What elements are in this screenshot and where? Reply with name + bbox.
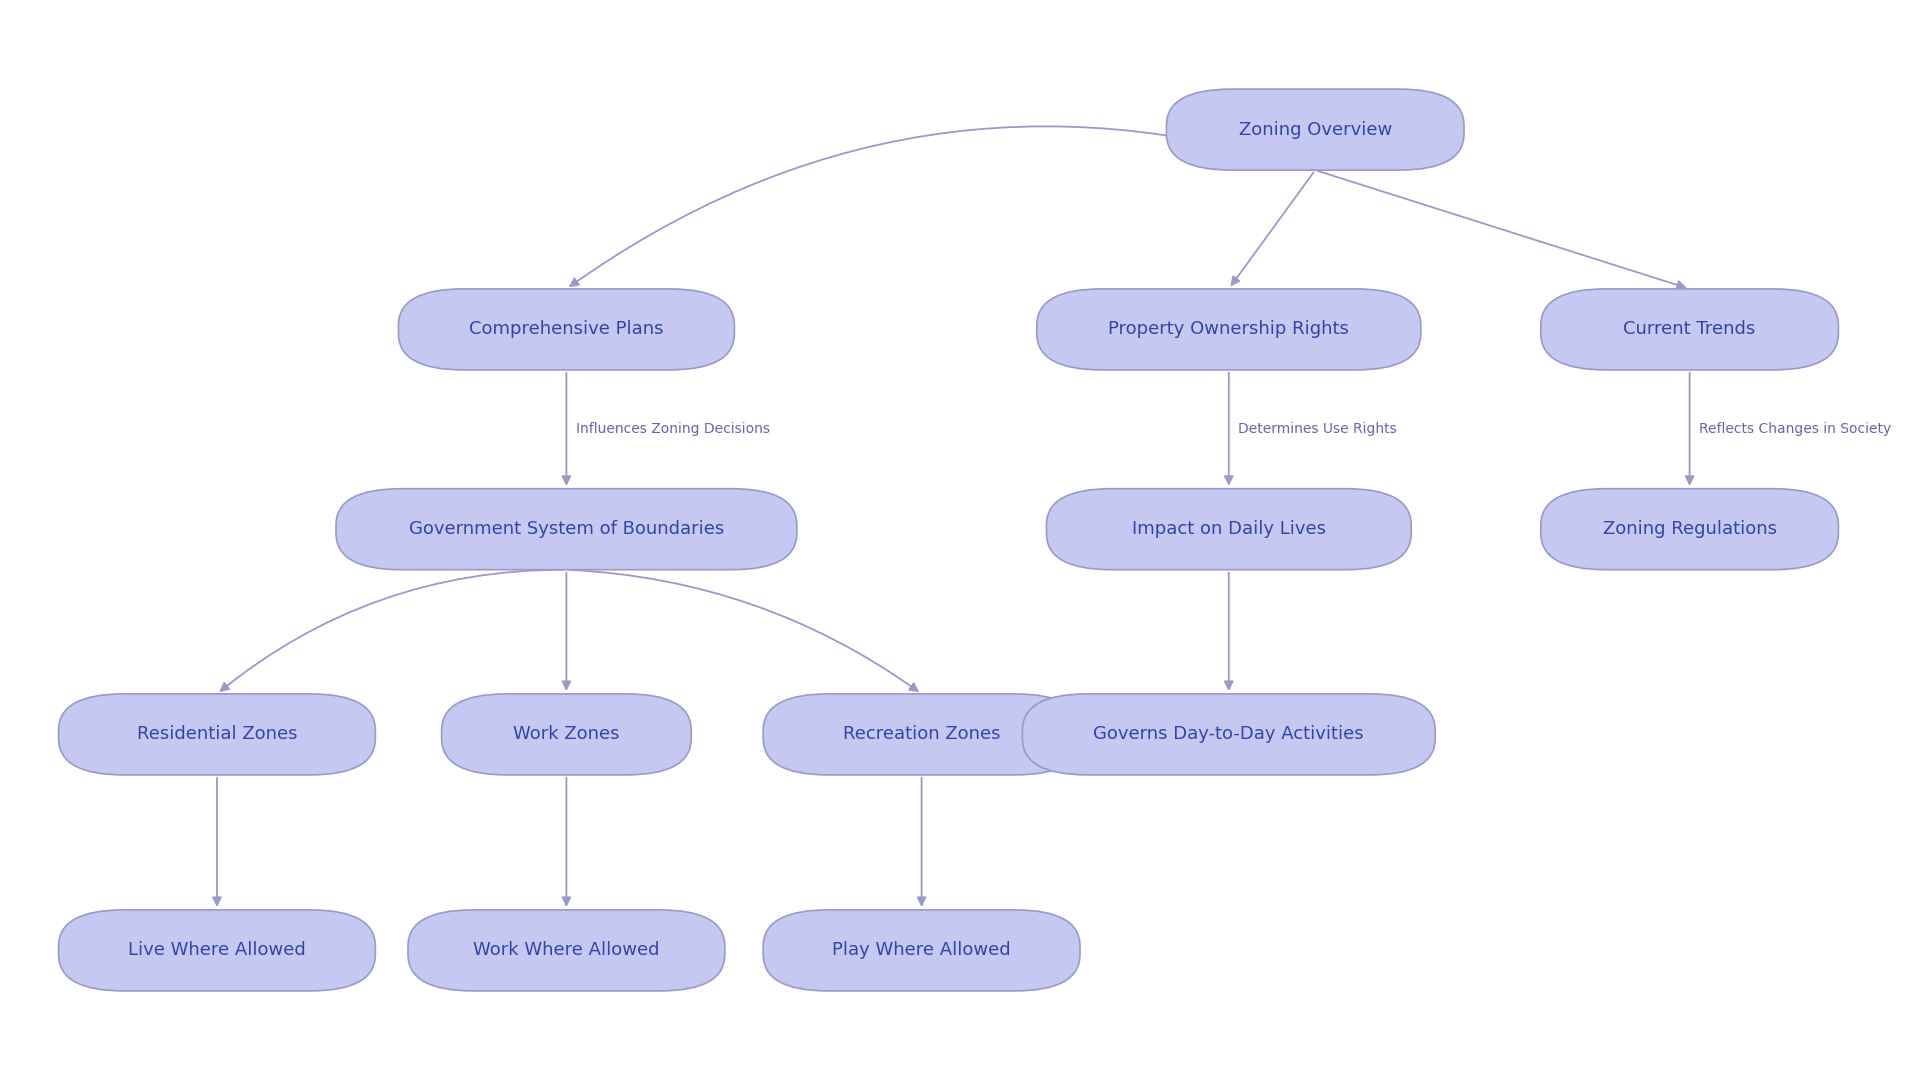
FancyBboxPatch shape — [1167, 90, 1465, 170]
FancyBboxPatch shape — [399, 289, 733, 369]
FancyBboxPatch shape — [1046, 488, 1411, 569]
Text: Governs Day-to-Day Activities: Governs Day-to-Day Activities — [1094, 726, 1363, 743]
Text: Comprehensive Plans: Comprehensive Plans — [468, 321, 664, 338]
Text: Work Where Allowed: Work Where Allowed — [472, 942, 660, 959]
FancyBboxPatch shape — [336, 488, 797, 569]
Text: Government System of Boundaries: Government System of Boundaries — [409, 521, 724, 538]
FancyBboxPatch shape — [442, 693, 691, 775]
Text: Property Ownership Rights: Property Ownership Rights — [1108, 321, 1350, 338]
Text: Play Where Allowed: Play Where Allowed — [831, 942, 1012, 959]
Text: Live Where Allowed: Live Where Allowed — [129, 942, 305, 959]
Text: Reflects Changes in Society: Reflects Changes in Society — [1699, 422, 1891, 436]
FancyBboxPatch shape — [1021, 693, 1434, 775]
FancyBboxPatch shape — [762, 909, 1079, 991]
Text: Zoning Regulations: Zoning Regulations — [1603, 521, 1776, 538]
FancyBboxPatch shape — [1540, 289, 1839, 369]
FancyBboxPatch shape — [407, 909, 724, 991]
Text: Determines Use Rights: Determines Use Rights — [1238, 422, 1398, 436]
FancyBboxPatch shape — [1037, 289, 1421, 369]
Text: Influences Zoning Decisions: Influences Zoning Decisions — [576, 422, 770, 436]
Text: Zoning Overview: Zoning Overview — [1238, 121, 1392, 138]
Text: Recreation Zones: Recreation Zones — [843, 726, 1000, 743]
FancyBboxPatch shape — [762, 693, 1079, 775]
FancyBboxPatch shape — [58, 693, 376, 775]
Text: Current Trends: Current Trends — [1624, 321, 1755, 338]
FancyBboxPatch shape — [58, 909, 376, 991]
Text: Impact on Daily Lives: Impact on Daily Lives — [1131, 521, 1327, 538]
FancyBboxPatch shape — [1540, 488, 1839, 569]
Text: Work Zones: Work Zones — [513, 726, 620, 743]
Text: Residential Zones: Residential Zones — [136, 726, 298, 743]
